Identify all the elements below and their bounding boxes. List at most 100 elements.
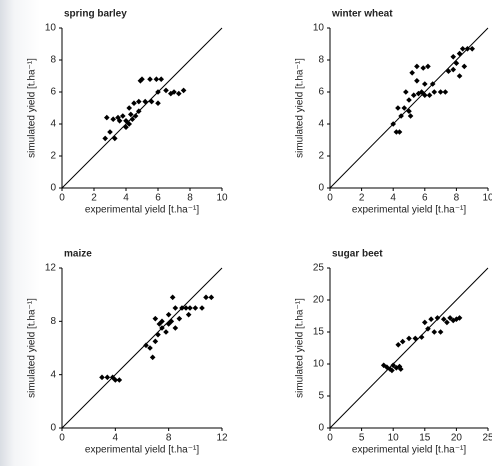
point [461,63,468,70]
panel-title: spring barley [64,9,127,20]
identity-line [329,267,489,429]
point [168,318,175,325]
y-tick-label: 0 [318,183,324,194]
x-tick-label: 12 [216,433,228,444]
x-tick-label: 6 [155,193,161,204]
point [393,129,400,135]
point [172,305,179,311]
y-axis-label: simulated yield [t.ha⁻¹] [295,298,306,398]
point [401,105,408,111]
point [406,97,412,103]
point [107,129,113,135]
point [434,315,441,321]
identity-line [61,27,223,189]
x-tick-label: 4 [390,193,396,204]
y-tick-label: 10 [313,23,325,34]
y-tick-label: 2 [50,151,56,162]
y-tick-label: 4 [50,119,56,130]
y-tick-label: 5 [318,391,324,402]
point [168,90,174,97]
point [456,315,463,321]
point [139,76,145,82]
y-tick-label: 20 [313,295,325,306]
x-axis-label: experimental yield [t.ha⁻¹] [85,205,199,216]
point [208,294,215,301]
point [414,78,420,84]
x-tick-label: 15 [419,433,431,444]
point [426,92,433,98]
point [396,363,403,370]
y-tick-label: 25 [313,263,325,274]
y-axis-label: simulated yield [t.ha⁻¹] [27,58,38,158]
point [165,311,172,318]
x-tick-label: 10 [482,193,492,204]
point [399,338,406,345]
point [185,311,192,318]
point [129,116,136,122]
point [147,345,153,351]
identity-line [329,27,489,189]
point [390,121,396,127]
point [176,315,183,322]
y-tick-label: 8 [50,316,56,327]
y-tick-label: 12 [45,263,57,274]
y-tick-label: 8 [50,55,56,66]
y-tick-label: 6 [50,87,56,98]
point [389,367,395,374]
point [422,319,428,326]
x-tick-label: 5 [359,433,365,444]
point [459,46,466,52]
point [110,116,116,122]
point [123,124,129,130]
point [390,362,396,369]
point [450,54,457,60]
point [428,316,434,322]
point [102,135,108,142]
point [192,305,199,311]
y-tick-label: 0 [50,423,56,434]
point [422,81,428,87]
y-tick-label: 0 [318,423,324,434]
point [203,294,209,301]
point [199,305,205,311]
y-axis-label: simulated yield [t.ha⁻¹] [27,298,38,398]
point [155,100,161,106]
y-axis-label: simulated yield [t.ha⁻¹] [295,58,306,158]
point [398,113,404,119]
point [447,315,453,321]
point [456,73,463,79]
point [403,89,409,95]
point [176,90,182,97]
point [464,46,471,52]
point [453,316,460,322]
x-tick-label: 10 [216,193,228,204]
point [406,335,412,342]
point [418,89,425,95]
point [163,329,169,335]
point [453,60,460,66]
point [412,335,419,342]
point [155,89,161,95]
point [179,305,185,311]
point [116,118,123,124]
point [450,66,457,73]
x-tick-label: 8 [454,193,460,204]
point [180,87,187,94]
x-tick-label: 8 [166,433,172,444]
point [422,92,428,98]
y-tick-label: 10 [313,359,325,370]
panel-title: sugar beet [332,249,383,260]
point [142,98,148,105]
point [159,325,165,331]
point [126,121,132,127]
point [395,342,402,348]
point [158,76,164,82]
point [148,98,155,105]
point [440,316,447,322]
point [99,374,105,381]
point [153,76,160,82]
point [444,319,450,326]
point [136,98,142,105]
point [132,113,139,119]
